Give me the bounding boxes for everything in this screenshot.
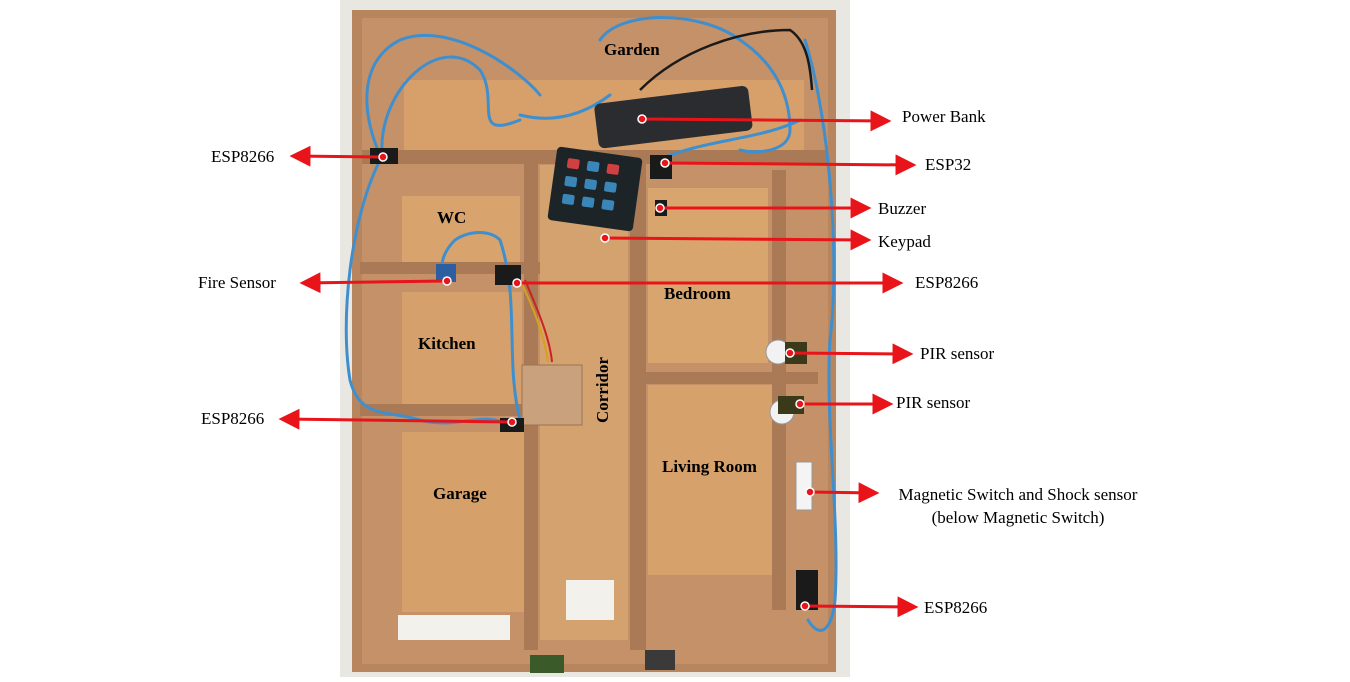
room-label-wc: WC	[437, 208, 467, 227]
pir-sensor-icon	[765, 339, 807, 425]
room-label-bedroom: Bedroom	[664, 284, 731, 303]
power-bank-icon	[594, 85, 753, 149]
label-buzzer: Buzzer	[878, 199, 927, 218]
label-power-bank: Power Bank	[902, 107, 986, 126]
callout-arrows	[278, 110, 919, 618]
label-esp8266-wc: ESP8266	[915, 273, 979, 292]
keypad-icon	[547, 146, 643, 232]
magnetic-switch-icon	[795, 461, 813, 511]
label-esp8266-garden: ESP8266	[211, 147, 275, 166]
bedroom-floor	[648, 188, 768, 363]
label-magnetic-line2: (below Magnetic Switch)	[931, 508, 1105, 527]
label-pir-sensor-living: PIR sensor	[896, 393, 971, 412]
wood-block	[521, 364, 583, 426]
room-label-corridor: Corridor	[593, 356, 612, 424]
room-label-living-room: Living Room	[662, 457, 757, 476]
kitchen-floor	[402, 292, 522, 404]
wiring	[344, 16, 838, 632]
room-label-kitchen: Kitchen	[418, 334, 476, 353]
label-esp8266-living: ESP8266	[924, 598, 988, 617]
callout-dots	[378, 114, 815, 611]
room-label-garden: Garden	[604, 40, 660, 59]
label-magnetic-line1: Magnetic Switch and Shock sensor	[898, 485, 1138, 504]
fire-sensor-icon	[436, 264, 456, 282]
label-keypad: Keypad	[878, 232, 931, 251]
label-esp32: ESP32	[925, 155, 972, 174]
wc-floor	[402, 196, 520, 266]
esp-board-icon	[370, 148, 818, 673]
label-esp8266-garage: ESP8266	[201, 409, 265, 428]
room-label-garage: Garage	[433, 484, 487, 503]
label-magnetic-switch: Magnetic Switch and Shock sensor (below …	[878, 485, 1158, 528]
label-fire-sensor: Fire Sensor	[198, 273, 276, 292]
label-pir-sensor-bedroom: PIR sensor	[920, 344, 995, 363]
garage-floor	[402, 432, 532, 612]
living-floor	[648, 385, 776, 575]
